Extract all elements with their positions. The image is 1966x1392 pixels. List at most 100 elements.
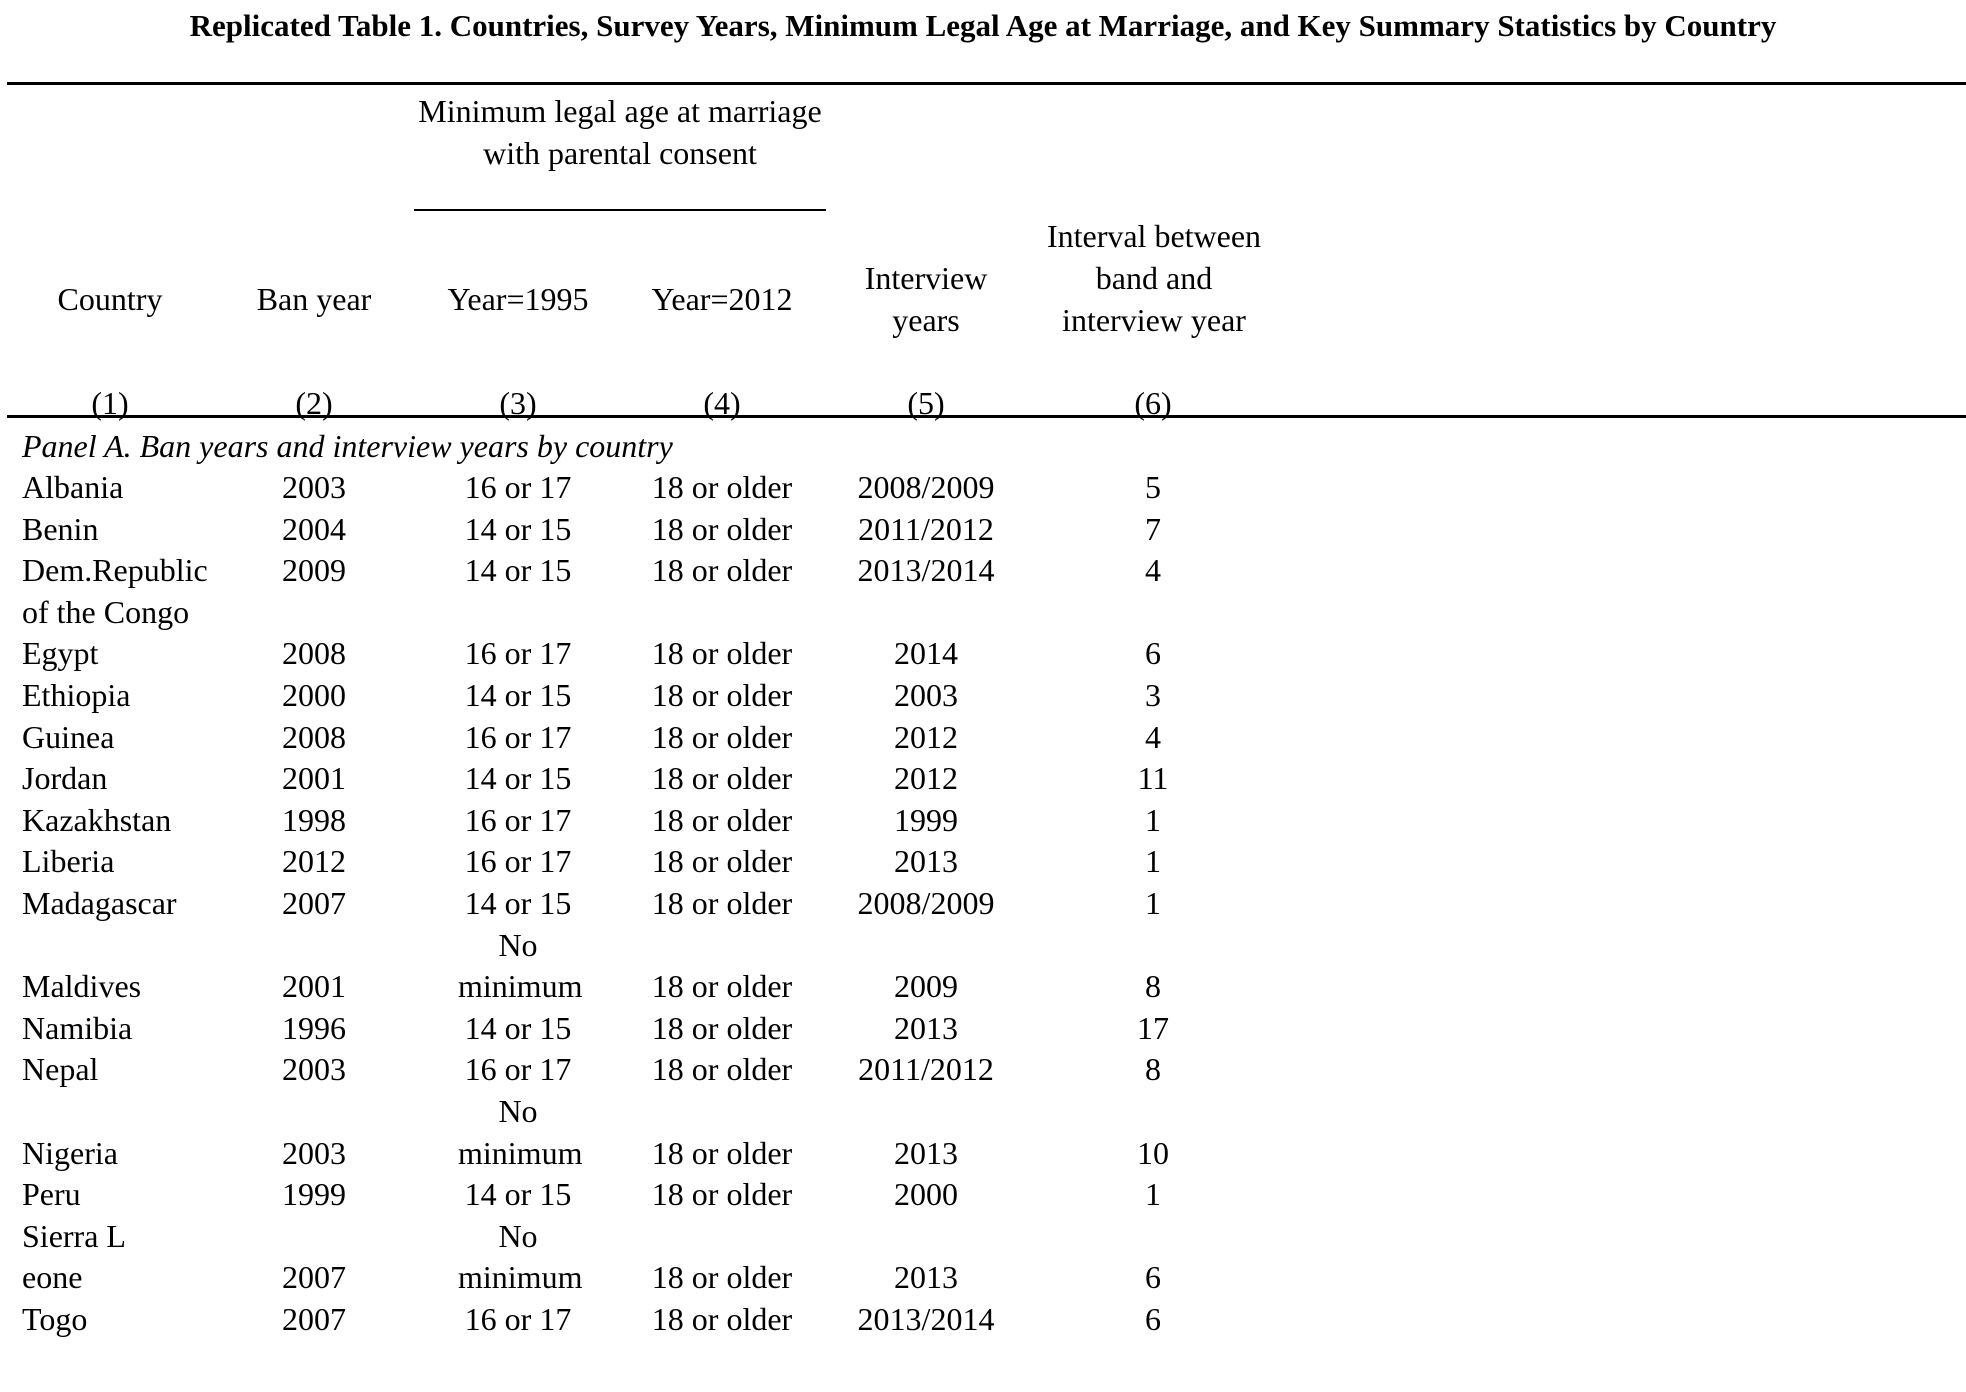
cell-ban-year: 2001: [282, 760, 346, 797]
cell-interview-years: 2011/2012: [858, 1051, 994, 1088]
cell-age-2012: 18 or older: [651, 801, 793, 838]
cell-interval: 5: [1145, 469, 1161, 505]
cell-country: Madagascar: [22, 884, 177, 921]
cell-interval: 1: [1145, 843, 1161, 880]
cell-interview-years: 2013: [894, 1009, 958, 1046]
cell-interview-years: 2013: [894, 843, 958, 880]
cell-interval: 4: [1145, 718, 1161, 755]
cell-interview-years: 2003: [894, 676, 958, 713]
table-row: Egypt 2008 16 or 17 18 or older 2014 6: [0, 633, 1966, 675]
cell-age-2012: 18 or older: [651, 1300, 793, 1337]
cell-country: Kazakhstan: [22, 801, 172, 838]
table-row: Albania 2003 16 or 17 18 or older 2008/2…: [0, 467, 1966, 509]
cell-interview-years: 1999: [894, 801, 958, 838]
cell-age-2012: 18 or older: [651, 843, 793, 880]
cell-interval: 6: [1145, 1300, 1161, 1337]
cell-interval: 7: [1145, 510, 1161, 547]
cell-age-1995: No minimum: [458, 1092, 583, 1171]
cell-age-2012: 18 or older: [651, 676, 793, 713]
cell-interview-years: 2013: [894, 1259, 958, 1296]
cell-interview-years: 2008/2009: [857, 884, 995, 921]
table-row: Benin 2004 14 or 15 18 or older 2011/201…: [0, 509, 1966, 551]
cell-interval: 8: [1145, 1051, 1161, 1088]
cell-age-1995: 16 or 17: [464, 801, 572, 838]
cell-age-2012: 18 or older: [651, 635, 793, 672]
cell-ban-year: 2001: [282, 968, 346, 1005]
cell-age-2012: 18 or older: [651, 510, 793, 547]
cell-ban-year: 2007: [282, 884, 346, 921]
cell-interval: 10: [1137, 1134, 1169, 1171]
cell-country: Ethiopia: [22, 676, 131, 713]
cell-age-1995: 14 or 15: [464, 1009, 572, 1046]
column-header-ban-year: Ban year: [256, 281, 372, 317]
cell-country: Liberia: [22, 843, 115, 880]
cell-interview-years: 2012: [894, 760, 958, 797]
cell-ban-year: 1998: [282, 801, 346, 838]
cell-country: Dem.Republic of the Congo: [22, 552, 208, 630]
cell-country: Egypt: [22, 635, 99, 672]
cell-country: Nepal: [22, 1051, 99, 1088]
cell-country: Benin: [22, 510, 99, 547]
column-header-country: Country: [57, 281, 163, 317]
cell-interval: 1: [1145, 1176, 1161, 1213]
cell-age-1995: No minimum: [458, 1217, 583, 1296]
table-row: Sierra Leone 2007 No minimum 18 or older…: [0, 1216, 1966, 1299]
cell-ban-year: 2007: [282, 1300, 346, 1337]
cell-age-2012: 18 or older: [651, 884, 793, 921]
cell-ban-year: 2000: [282, 676, 346, 713]
cell-ban-year: 1999: [282, 1176, 346, 1213]
table-row: Liberia 2012 16 or 17 18 or older 2013 1: [0, 841, 1966, 883]
cell-ban-year: 2008: [282, 635, 346, 672]
cell-country: Guinea: [22, 718, 115, 755]
cell-country: Jordan: [22, 760, 108, 797]
cell-age-2012: 18 or older: [651, 469, 793, 505]
cell-country: Togo: [22, 1300, 88, 1337]
top-rule: [7, 82, 1966, 85]
cell-age-2012: 18 or older: [651, 760, 793, 797]
column-header-interval: Interval between band and interview year: [1046, 218, 1262, 338]
column-header-year-1995: Year=1995: [447, 281, 589, 317]
cell-age-2012: 18 or older: [651, 1009, 793, 1046]
cell-interval: 17: [1137, 1009, 1169, 1046]
table-row: Maldives 2001 No minimum 18 or older 200…: [0, 925, 1966, 1008]
cell-country: Nigeria: [22, 1134, 118, 1171]
cell-age-2012: 18 or older: [651, 1176, 793, 1213]
cell-ban-year: 2003: [282, 1051, 346, 1088]
table-row: Nigeria 2003 No minimum 18 or older 2013…: [0, 1091, 1966, 1174]
table-row: Guinea 2008 16 or 17 18 or older 2012 4: [0, 717, 1966, 759]
cell-age-2012: 18 or older: [651, 1051, 793, 1088]
cell-age-1995: 14 or 15: [464, 1176, 572, 1213]
cell-age-2012: 18 or older: [651, 718, 793, 755]
cell-interval: 1: [1145, 884, 1161, 921]
cell-age-1995: 14 or 15: [464, 676, 572, 713]
cell-interview-years: 2000: [894, 1176, 958, 1213]
cell-interview-years: 2013: [894, 1134, 958, 1171]
cell-age-2012: 18 or older: [651, 552, 793, 589]
table-row: Madagascar 2007 14 or 15 18 or older 200…: [0, 883, 1966, 925]
column-header-interview-years: Interview years: [864, 260, 988, 338]
cell-interval: 8: [1145, 968, 1161, 1005]
cell-interview-years: 2014: [894, 635, 958, 672]
cell-interview-years: 2009: [894, 968, 958, 1005]
cell-interview-years: 2011/2012: [858, 510, 994, 547]
cell-age-1995: 16 or 17: [464, 843, 572, 880]
column-header-year-2012: Year=2012: [651, 281, 793, 317]
cell-ban-year: 1996: [282, 1009, 346, 1046]
cell-ban-year: 2003: [282, 469, 346, 505]
cell-age-1995: No minimum: [458, 926, 583, 1005]
cell-country: Albania: [22, 469, 124, 505]
cell-country: Maldives: [22, 968, 142, 1005]
cell-age-2012: 18 or older: [651, 1259, 793, 1296]
cell-ban-year: 2008: [282, 718, 346, 755]
cell-ban-year: 2009: [282, 552, 346, 589]
cell-interval: 6: [1145, 635, 1161, 672]
table-row: Peru 1999 14 or 15 18 or older 2000 1: [0, 1174, 1966, 1216]
table-title: Replicated Table 1. Countries, Survey Ye…: [189, 8, 1777, 43]
table-row: Jordan 2001 14 or 15 18 or older 2012 11: [0, 758, 1966, 800]
table-row: Dem.Republic of the Congo 2009 14 or 15 …: [0, 550, 1966, 633]
panel-a-label: Panel A. Ban years and interview years b…: [22, 428, 673, 464]
cell-ban-year: 2012: [282, 843, 346, 880]
table-body: Albania 2003 16 or 17 18 or older 2008/2…: [0, 467, 1966, 1340]
cell-age-1995: 14 or 15: [464, 552, 572, 589]
cell-interview-years: 2012: [894, 718, 958, 755]
